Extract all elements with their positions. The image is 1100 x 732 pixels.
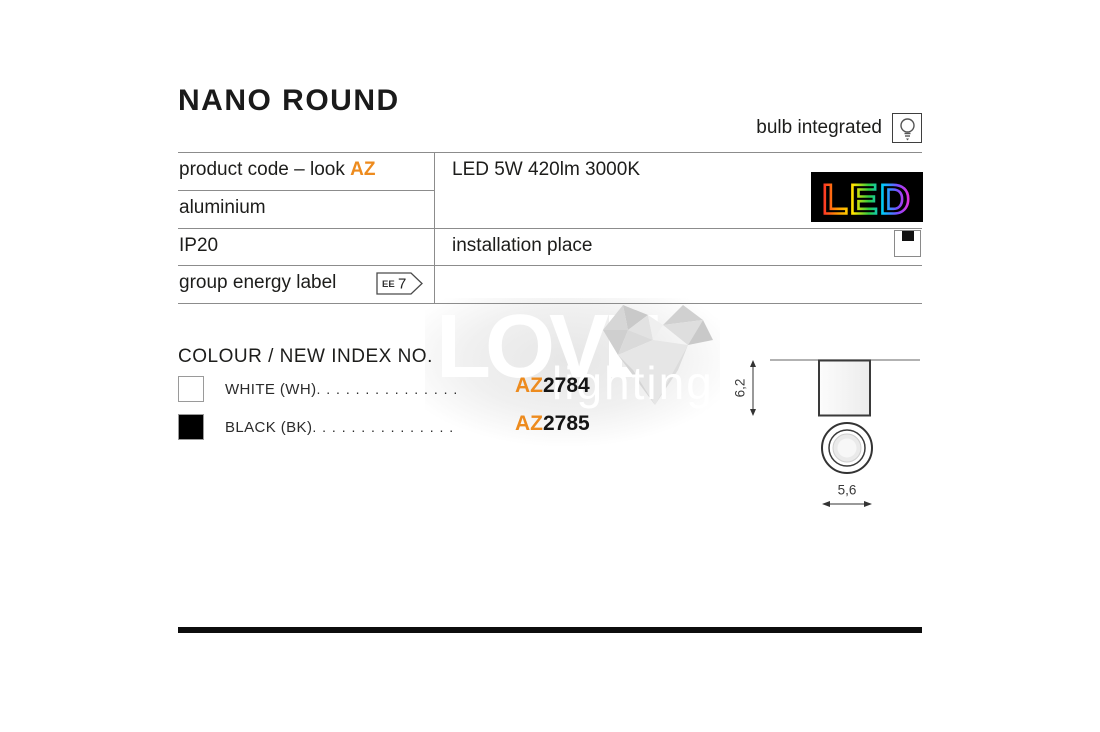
installation-place-cell: installation place (452, 235, 593, 256)
colour-row-white: WHITE (WH). . . . . . . . . . . . . . . … (178, 374, 618, 402)
bulb-icon (892, 113, 922, 143)
colour-row-black: BLACK (BK). . . . . . . . . . . . . . . … (178, 412, 618, 440)
led-spec-cell: LED 5W 420lm 3000K (452, 159, 640, 180)
watermark-lighting-text: lighting (552, 357, 714, 409)
table-row-line (178, 265, 922, 266)
table-bottom-line (178, 303, 922, 304)
colour-section-heading: COLOUR / NEW INDEX NO. (178, 346, 433, 367)
svg-text:LED: LED (822, 176, 912, 223)
dot-leader: . . . . . . . . . . . . . . . (312, 419, 455, 435)
colour-label: BLACK (BK). . . . . . . . . . . . . . . (225, 419, 455, 436)
bulb-integrated-label: bulb integrated (756, 117, 882, 138)
height-dimension-label: 6,2 (733, 379, 748, 398)
svg-text:EE: EE (382, 279, 395, 290)
dot-leader: . . . . . . . . . . . . . . . (316, 381, 459, 397)
material-cell: aluminium (179, 197, 266, 218)
energy-label-cell: group energy label (179, 272, 337, 293)
footer-divider-bar (178, 627, 922, 633)
colour-label: WHITE (WH). . . . . . . . . . . . . . . (225, 381, 459, 398)
black-swatch (178, 414, 204, 440)
page-title: NANO ROUND (178, 84, 400, 117)
bulb-integrated-row: bulb integrated (756, 113, 922, 143)
table-column-divider (434, 152, 435, 303)
fixture-side-view (818, 359, 871, 417)
product-code: AZ2784 (515, 374, 590, 397)
surface-mount-notch (901, 231, 914, 241)
diameter-dimension-label: 5,6 (838, 483, 857, 498)
surface-mount-icon (894, 230, 921, 257)
table-top-line (178, 152, 922, 153)
ip-rating-cell: IP20 (179, 235, 219, 256)
watermark-heart-icon (603, 305, 713, 405)
product-code-accent: AZ (350, 159, 376, 180)
svg-text:7: 7 (398, 276, 406, 293)
product-code-label: product code – look (179, 159, 351, 180)
energy-class-badge: EE 7 (376, 272, 423, 295)
white-swatch (178, 376, 204, 402)
product-code: AZ2785 (515, 412, 590, 435)
product-code-cell: product code – look AZ (179, 159, 375, 181)
table-row-line (178, 190, 434, 191)
technical-drawing: 6,2 5,6 (733, 359, 920, 507)
led-logo: LED (811, 172, 923, 222)
table-row-line (178, 228, 922, 229)
